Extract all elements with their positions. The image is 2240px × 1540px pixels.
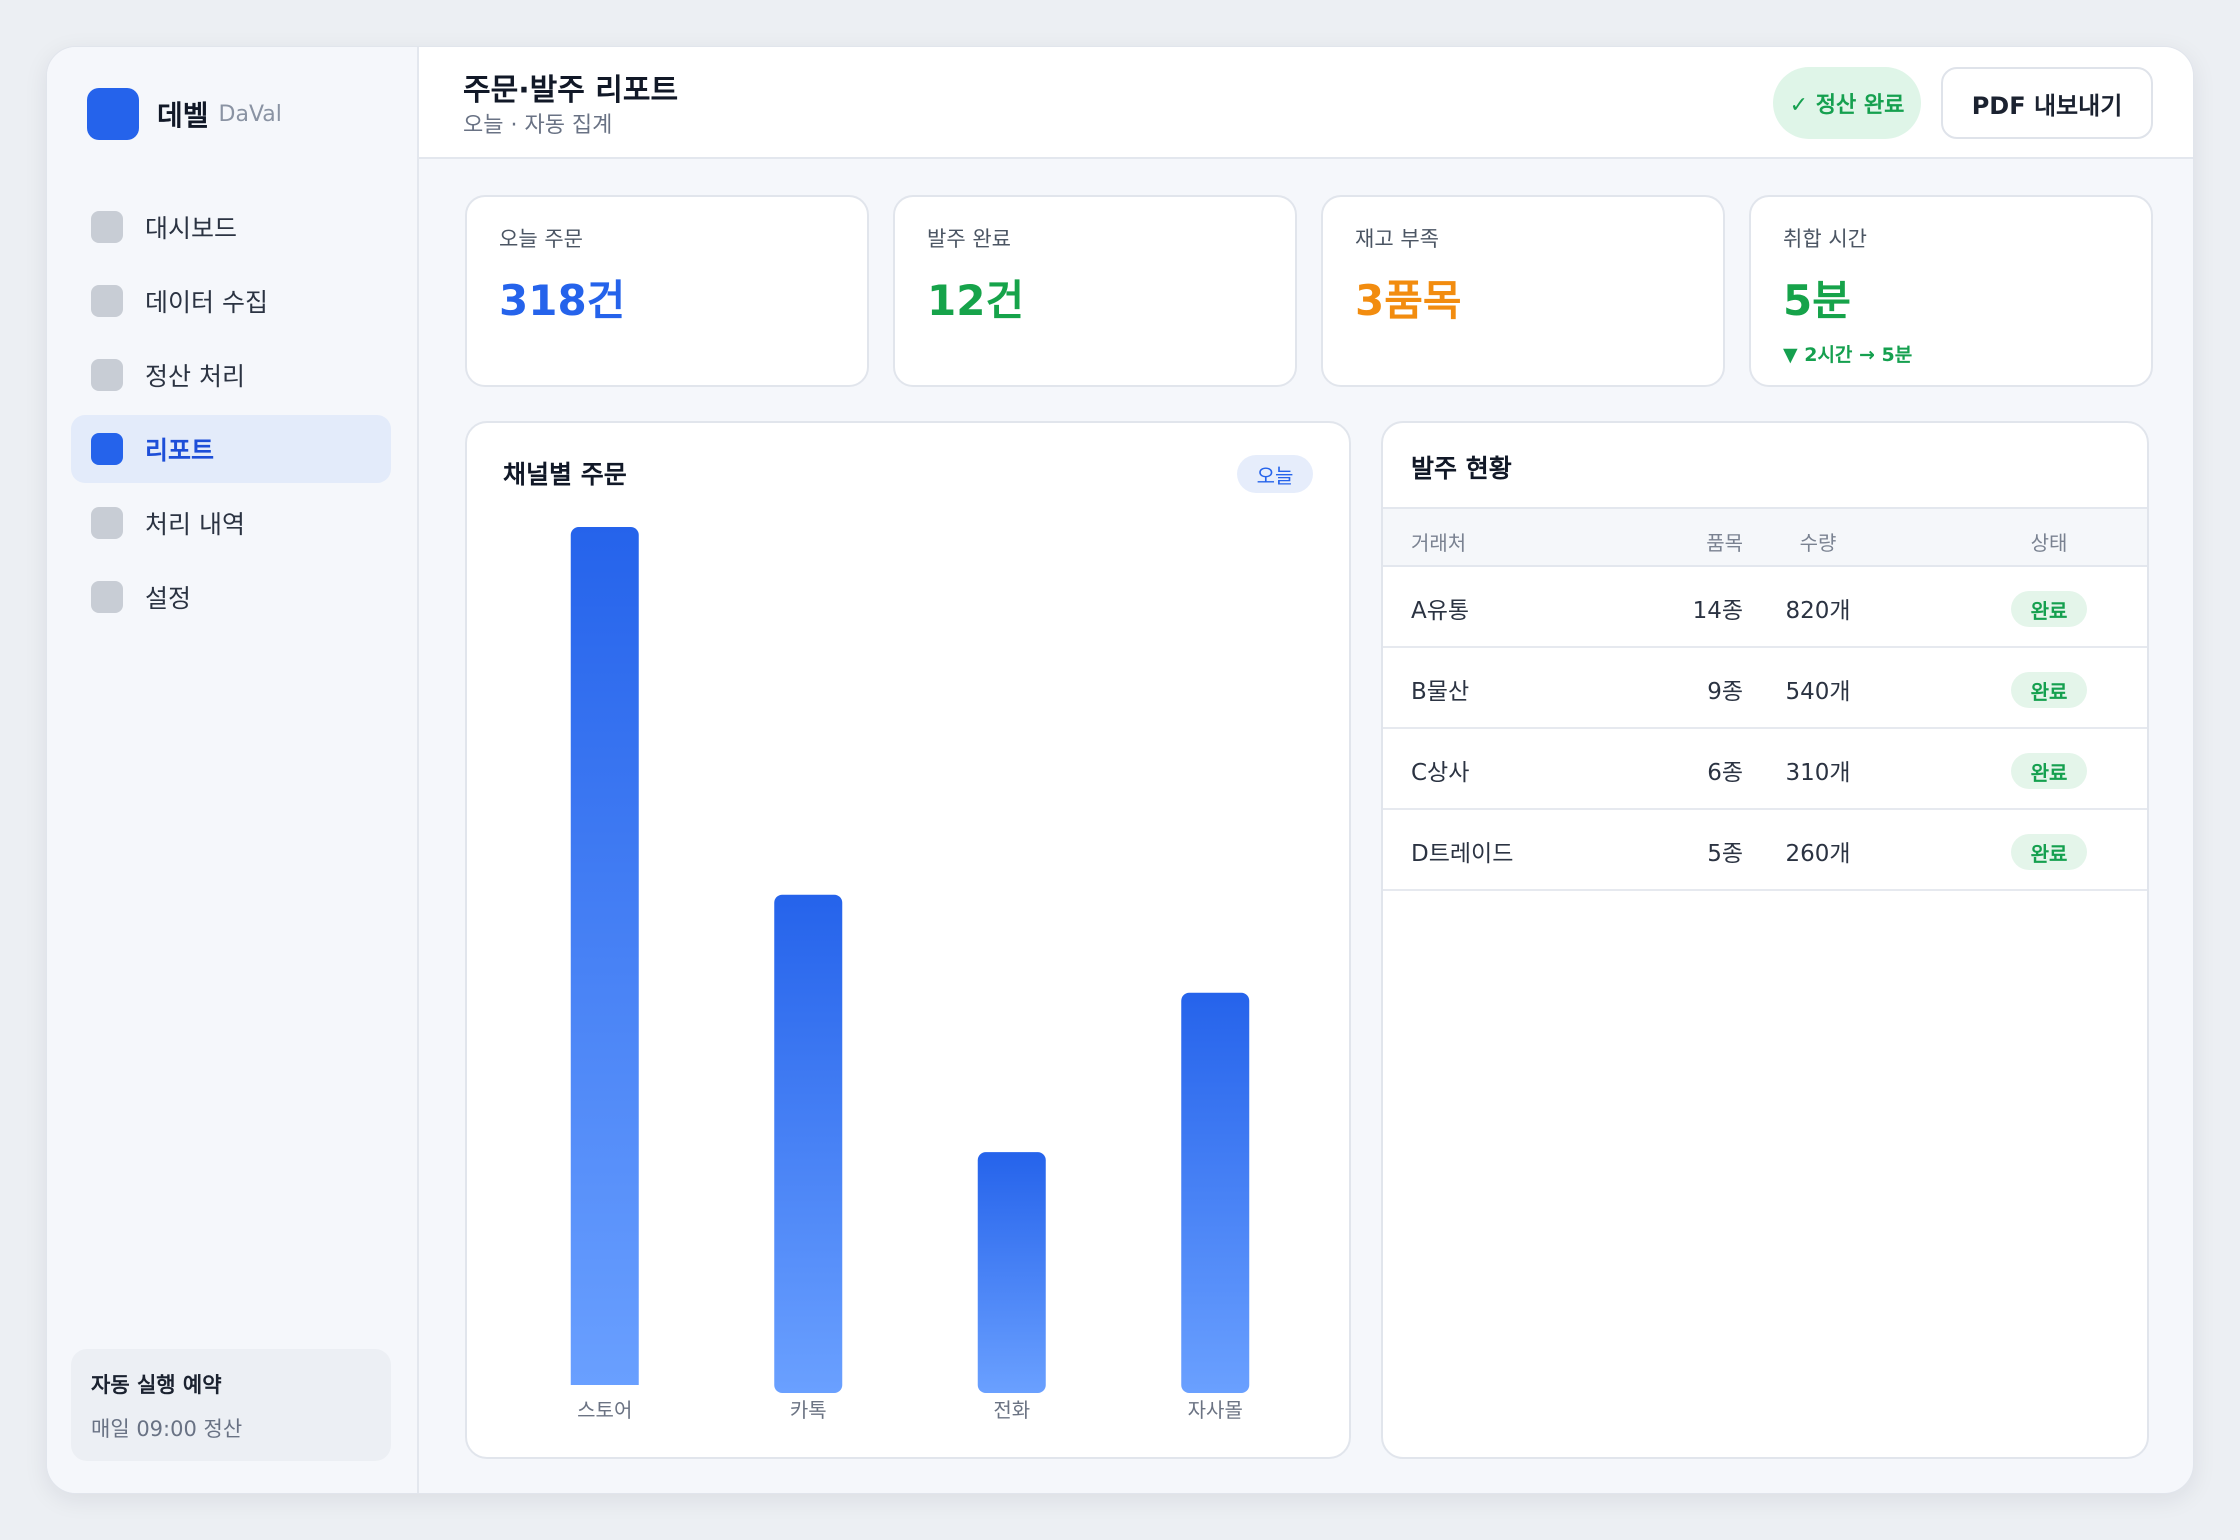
report-icon <box>91 433 123 465</box>
vendor-name: C상사 <box>1411 760 1470 786</box>
x-tick-label: 자사몰 <box>1188 1398 1243 1422</box>
table-row[interactable]: D트레이드 5종 260개 완료 <box>1383 810 2147 891</box>
purchase-status-card: 발주 현황 거래처 품목 수량 상태 A유통 14종 820개 완료 B물산 9… <box>1381 421 2149 1459</box>
table-row[interactable]: A유통 14종 820개 완료 <box>1383 567 2147 648</box>
status-badge: 완료 <box>2011 753 2087 789</box>
column-header-items: 품목 <box>1706 531 1743 555</box>
sidebar-item-dashboard[interactable]: 대시보드 <box>71 193 391 261</box>
quantity: 540개 <box>1785 679 1851 705</box>
sidebar-item-label: 설정 <box>145 584 192 613</box>
status-badge: 완료 <box>2011 591 2087 627</box>
item-count: 6종 <box>1707 760 1743 786</box>
quantity: 820개 <box>1785 598 1851 624</box>
bar-자사몰[interactable] <box>1181 992 1250 1393</box>
bar-스토어[interactable] <box>570 527 639 1393</box>
schedule-subtitle: 매일 09:00 정산 <box>91 1417 243 1441</box>
sidebar-item-settings[interactable]: 설정 <box>71 563 391 631</box>
sidebar-item-label: 데이터 수집 <box>145 288 268 317</box>
table-row[interactable]: C상사 6종 310개 완료 <box>1383 729 2147 810</box>
data-collection-icon <box>91 285 123 317</box>
stat-label: 재고 부족 <box>1355 227 1439 251</box>
quantity: 310개 <box>1785 760 1851 786</box>
x-tick-label: 스토어 <box>577 1398 632 1422</box>
chart-baseline-mask <box>503 1385 1317 1393</box>
sidebar-item-label: 대시보드 <box>145 214 238 243</box>
vendor-name: A유통 <box>1411 598 1470 624</box>
stat-value: 5분 <box>1783 276 1851 325</box>
sidebar-item-label: 정산 처리 <box>145 362 245 391</box>
stat-delta: ▼ 2시간 → 5분 <box>1783 344 1913 366</box>
sidebar-item-label: 리포트 <box>145 436 215 465</box>
chart-title: 채널별 주문 <box>503 460 627 489</box>
stat-value: 3품목 <box>1355 276 1462 325</box>
item-count: 5종 <box>1707 841 1743 867</box>
stat-card-purchase-done: 발주 완료 12건 <box>893 195 1297 387</box>
settings-icon <box>91 581 123 613</box>
stat-card-low-stock: 재고 부족 3품목 <box>1321 195 1725 387</box>
schedule-title: 자동 실행 예약 <box>91 1373 222 1397</box>
stat-card-collection-time: 취합 시간 5분 ▼ 2시간 → 5분 <box>1749 195 2153 387</box>
settlement-status-badge: ✓ 정산 완료 <box>1773 67 1921 139</box>
bar-카톡[interactable] <box>774 894 843 1393</box>
item-count: 9종 <box>1707 679 1743 705</box>
sidebar-nav: 대시보드 데이터 수집 정산 처리 리포트 처리 내역 설정 <box>71 193 391 637</box>
x-tick-label: 카톡 <box>790 1398 827 1422</box>
brand-subtitle: DaVal <box>218 101 282 127</box>
stat-label: 오늘 주문 <box>499 227 583 251</box>
vendor-name: B물산 <box>1411 679 1470 705</box>
item-count: 14종 <box>1692 598 1743 624</box>
brand-name: 데벨 <box>157 99 209 132</box>
table-header: 거래처 품목 수량 상태 <box>1383 507 2147 567</box>
sidebar: 데벨 DaVal 대시보드 데이터 수집 정산 처리 리포트 처리 내 <box>47 47 419 1493</box>
stat-label: 발주 완료 <box>927 227 1011 251</box>
chart-period-pill[interactable]: 오늘 <box>1237 455 1313 493</box>
quantity: 260개 <box>1785 841 1851 867</box>
column-header-qty: 수량 <box>1799 531 1837 555</box>
sidebar-item-report[interactable]: 리포트 <box>71 415 391 483</box>
stat-value: 318건 <box>499 276 626 325</box>
table-row[interactable]: B물산 9종 540개 완료 <box>1383 648 2147 729</box>
column-header-status: 상태 <box>2030 531 2068 555</box>
sidebar-item-label: 처리 내역 <box>145 510 245 539</box>
channel-orders-chart-card: 채널별 주문 오늘 스토어 카톡 전화 자사몰 <box>465 421 1351 1459</box>
table-title: 발주 현황 <box>1411 454 1512 483</box>
column-header-vendor: 거래처 <box>1411 531 1467 555</box>
app-window: 데벨 DaVal 대시보드 데이터 수집 정산 처리 리포트 처리 내 <box>46 46 2194 1494</box>
schedule-card[interactable]: 자동 실행 예약 매일 09:00 정산 <box>71 1349 391 1461</box>
settlement-icon <box>91 359 123 391</box>
vendor-name: D트레이드 <box>1411 841 1514 867</box>
bar-전화[interactable] <box>977 1152 1046 1393</box>
sidebar-item-history[interactable]: 처리 내역 <box>71 489 391 557</box>
pdf-export-button[interactable]: PDF 내보내기 <box>1941 67 2153 139</box>
stat-card-orders: 오늘 주문 318건 <box>465 195 869 387</box>
sidebar-item-settlement[interactable]: 정산 처리 <box>71 341 391 409</box>
brand: 데벨 DaVal <box>87 87 282 141</box>
stat-label: 취합 시간 <box>1783 227 1867 251</box>
page-title: 주문·발주 리포트 <box>463 73 679 108</box>
page-header: 주문·발주 리포트 오늘 · 자동 집계 ✓ 정산 완료 PDF 내보내기 <box>419 47 2193 159</box>
channel-orders-bar-chart: 스토어 카톡 전화 자사몰 <box>503 527 1317 1422</box>
x-tick-label: 전화 <box>993 1398 1030 1422</box>
page-subtitle: 오늘 · 자동 집계 <box>463 113 613 138</box>
stat-value: 12건 <box>927 276 1025 325</box>
history-icon <box>91 507 123 539</box>
status-badge: 완료 <box>2011 834 2087 870</box>
status-badge: 완료 <box>2011 672 2087 708</box>
sidebar-item-data-collection[interactable]: 데이터 수집 <box>71 267 391 335</box>
brand-logo-icon <box>87 88 139 140</box>
dashboard-icon <box>91 211 123 243</box>
